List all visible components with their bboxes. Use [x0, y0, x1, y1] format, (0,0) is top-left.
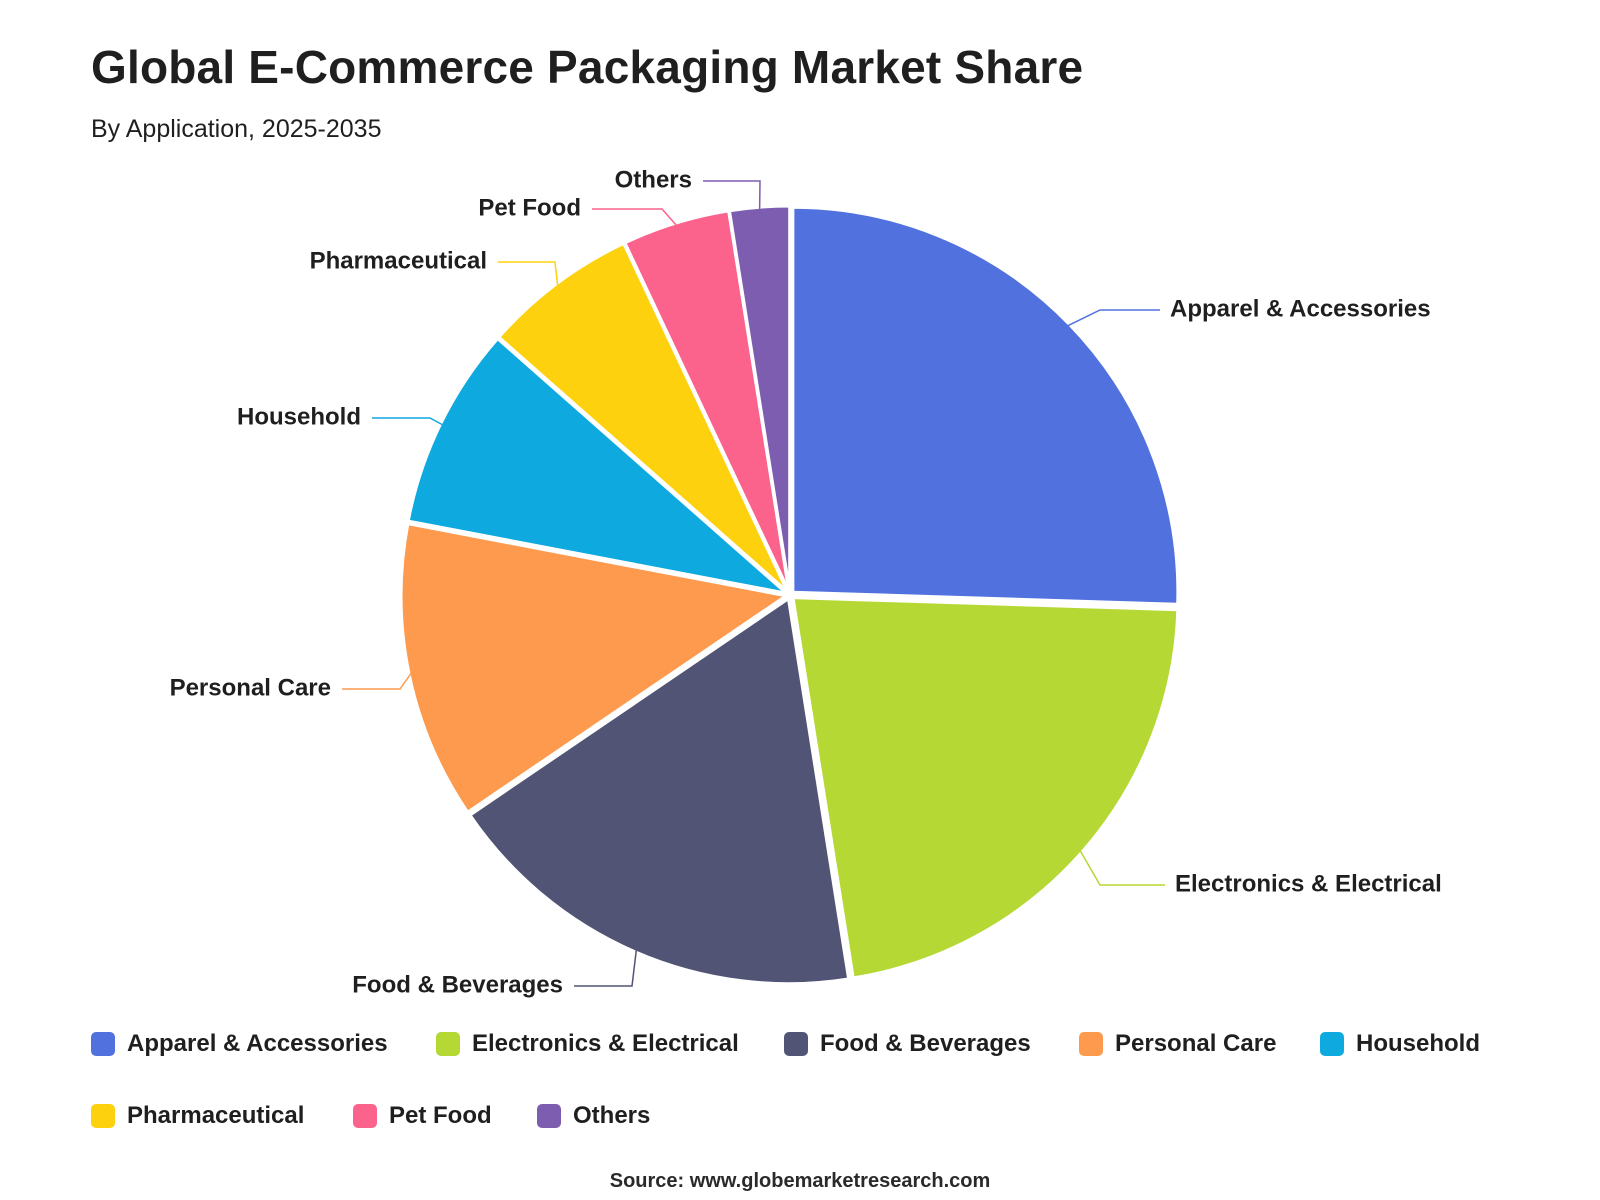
legend-swatch — [91, 1032, 115, 1056]
legend-item-personal-care[interactable]: Personal Care — [1079, 1030, 1276, 1058]
slice-label-electronics-and-electrical: Electronics & Electrical — [1175, 870, 1442, 897]
leader-line-food-and-beverages — [574, 950, 638, 987]
slice-label-personal-care: Personal Care — [170, 674, 331, 701]
legend-swatch — [91, 1104, 115, 1128]
legend-swatch — [537, 1104, 561, 1128]
leader-line-personal-care — [342, 673, 412, 690]
leader-line-electronics-and-electrical — [1079, 850, 1165, 886]
pie-slice-apparel-and-accessories[interactable] — [791, 205, 1180, 606]
legend-item-others[interactable]: Others — [537, 1102, 650, 1130]
chart-subtitle: By Application, 2025-2035 — [91, 115, 382, 143]
slice-label-others: Others — [615, 166, 692, 193]
legend-item-food-and-beverages[interactable]: Food & Beverages — [784, 1030, 1031, 1058]
slice-label-food-and-beverages: Food & Beverages — [352, 971, 563, 998]
slice-label-pet-food: Pet Food — [478, 194, 581, 221]
legend-item-apparel-and-accessories[interactable]: Apparel & Accessories — [91, 1030, 388, 1058]
leader-line-apparel-and-accessories — [1067, 309, 1160, 327]
legend-label: Personal Care — [1115, 1030, 1277, 1057]
slice-label-pharmaceutical: Pharmaceutical — [310, 247, 487, 274]
legend-swatch — [784, 1032, 808, 1056]
legend-label: Electronics & Electrical — [472, 1030, 739, 1057]
legend-label: Others — [573, 1102, 651, 1129]
legend-swatch — [1079, 1032, 1103, 1056]
slice-labels: Apparel & Accessories Electronics & Elect… — [170, 166, 1442, 998]
slice-label-household: Household — [237, 403, 361, 430]
legend-item-pet-food[interactable]: Pet Food — [353, 1102, 492, 1130]
legend-swatch — [436, 1032, 460, 1056]
pie-slice-electronics-and-electrical[interactable] — [791, 596, 1180, 980]
pie-slice-pharmaceutical[interactable] — [497, 241, 790, 594]
pie-slice-personal-care[interactable] — [399, 522, 788, 814]
leader-line-pet-food — [592, 208, 677, 226]
legend-label: Apparel & Accessories — [127, 1030, 388, 1057]
legend-swatch — [353, 1104, 377, 1128]
leader-line-others — [703, 180, 761, 210]
slice-label-apparel-and-accessories: Apparel & Accessories — [1170, 295, 1431, 322]
slice-leader-lines — [342, 180, 1165, 987]
legend-item-electronics-and-electrical[interactable]: Electronics & Electrical — [436, 1030, 739, 1058]
leader-line-household — [372, 417, 443, 426]
legend-label: Household — [1356, 1030, 1480, 1057]
pie-slices — [399, 204, 1180, 986]
legend-item-pharmaceutical[interactable]: Pharmaceutical — [91, 1102, 304, 1130]
legend-label: Pharmaceutical — [127, 1102, 305, 1129]
chart-title: Global E-Commerce Packaging Market Share — [91, 41, 1084, 93]
source-note: Source: www.globemarketresearch.com — [609, 1170, 991, 1192]
legend-label: Food & Beverages — [820, 1030, 1031, 1057]
legend-item-household[interactable]: Household — [1320, 1030, 1480, 1058]
leader-line-pharmaceutical — [498, 261, 559, 286]
legend-label: Pet Food — [389, 1102, 492, 1129]
legend-swatch — [1320, 1032, 1344, 1056]
